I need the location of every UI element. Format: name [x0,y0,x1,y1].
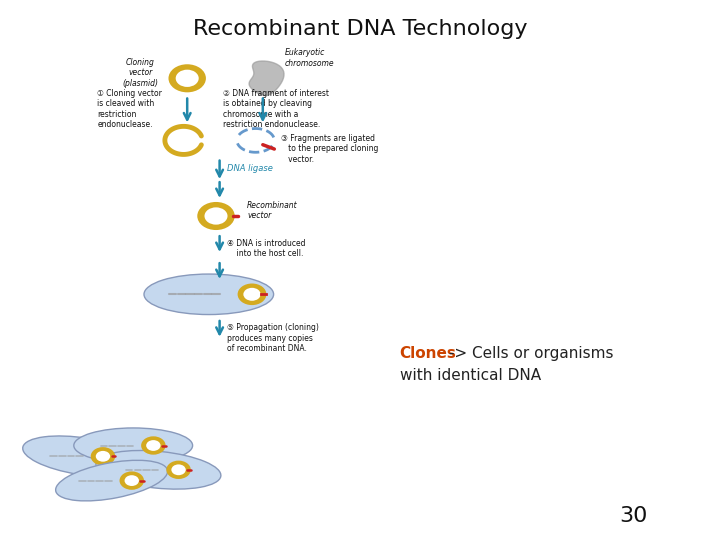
Ellipse shape [144,274,274,314]
Circle shape [96,451,110,462]
Text: ② DNA fragment of interest
is obtained by cleaving
chromosome with a
restriction: ② DNA fragment of interest is obtained b… [223,89,329,129]
Text: Clones: Clones [400,346,456,361]
Text: ③ Fragments are ligated
   to the prepared cloning
   vector.: ③ Fragments are ligated to the prepared … [281,134,378,164]
Circle shape [197,202,235,230]
Circle shape [168,64,206,92]
Circle shape [176,70,199,87]
Text: 30: 30 [619,505,648,526]
Text: ① Cloning vector
is cleaved with
restriction
endonuclease.: ① Cloning vector is cleaved with restric… [97,89,162,129]
Ellipse shape [96,450,221,489]
Ellipse shape [73,428,193,463]
Circle shape [204,207,228,225]
Text: Recombinant DNA Technology: Recombinant DNA Technology [193,19,527,39]
Ellipse shape [55,460,168,501]
Circle shape [146,440,161,451]
Polygon shape [249,61,284,96]
Text: Eukaryotic
chromosome: Eukaryotic chromosome [284,48,334,68]
Circle shape [171,464,186,475]
Text: Cloning
vector
(plasmid): Cloning vector (plasmid) [122,58,158,88]
Text: ④ DNA is introduced
    into the host cell.: ④ DNA is introduced into the host cell. [227,239,305,258]
Circle shape [238,284,266,305]
Text: ⑤ Propagation (cloning)
produces many copies
of recombinant DNA.: ⑤ Propagation (cloning) produces many co… [227,323,319,353]
Ellipse shape [23,436,143,477]
Text: with identical DNA: with identical DNA [400,368,541,383]
Text: Recombinant
vector: Recombinant vector [247,201,297,220]
Text: -> Cells or organisms: -> Cells or organisms [444,346,613,361]
Circle shape [91,447,115,465]
Text: DNA ligase: DNA ligase [227,164,273,173]
Circle shape [120,471,144,490]
Circle shape [166,461,191,479]
Circle shape [141,436,166,455]
Circle shape [125,475,139,486]
Circle shape [243,288,261,301]
